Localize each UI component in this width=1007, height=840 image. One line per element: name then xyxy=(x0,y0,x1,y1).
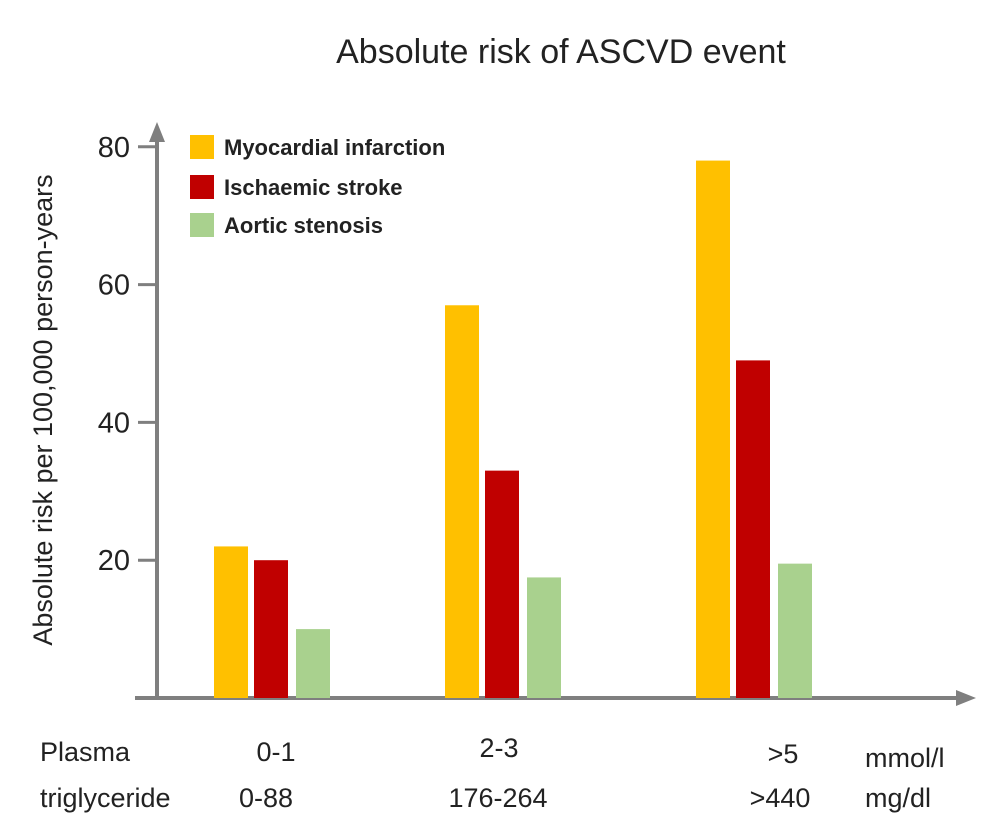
x-category-label: >5 xyxy=(768,739,799,769)
bar-myocardial-infarction-0 xyxy=(214,546,248,698)
x-category-secondary-label: 176-264 xyxy=(448,783,547,813)
y-axis-label: Absolute risk per 100,000 person-years xyxy=(28,174,58,645)
x-labels: Plasma triglyceride mmol/l mg/dl xyxy=(40,737,945,813)
bar-aortic-stenosis-1 xyxy=(527,577,561,698)
legend-aortic-stenosis-swatch xyxy=(190,213,214,237)
bar-aortic-stenosis-2 xyxy=(778,563,812,698)
y-tick-label: 60 xyxy=(98,270,130,302)
y-tick-label: 40 xyxy=(98,407,130,439)
x-unit-1: mmol/l xyxy=(865,743,945,773)
x-axis-arrow xyxy=(956,690,976,706)
legend-ischaemic-stroke-swatch xyxy=(190,175,214,199)
legend-ischaemic-stroke-label: Ischaemic stroke xyxy=(224,175,403,200)
bar-aortic-stenosis-0 xyxy=(296,629,330,698)
x-row-label-1: Plasma xyxy=(40,737,131,767)
bar-ischaemic-stroke-2 xyxy=(736,360,770,698)
bar-ischaemic-stroke-0 xyxy=(254,560,288,698)
legend-myocardial-infarction-label: Myocardial infarction xyxy=(224,135,445,160)
x-category-secondary-label: 0-88 xyxy=(239,783,293,813)
legend-myocardial-infarction-swatch xyxy=(190,135,214,159)
legend: Myocardial infarction Ischaemic stroke Aor… xyxy=(190,135,445,238)
x-category-label: 0-1 xyxy=(256,737,295,767)
legend-aortic-stenosis-label: Aortic stenosis xyxy=(224,213,383,238)
bar-myocardial-infarction-1 xyxy=(445,305,479,698)
x-category-secondary-label: >440 xyxy=(750,783,811,813)
y-tick-label: 20 xyxy=(98,545,130,577)
bars xyxy=(214,160,812,698)
x-unit-2: mg/dl xyxy=(865,783,931,813)
chart-title: Absolute risk of ASCVD event xyxy=(336,33,786,71)
x-category-label: 2-3 xyxy=(479,733,518,763)
y-tick-label: 80 xyxy=(98,132,130,164)
y-ticks: 20 40 60 80 xyxy=(98,132,157,577)
y-axis-arrow xyxy=(149,122,165,142)
x-row-label-2: triglyceride xyxy=(40,783,171,813)
x-category-labels: 0-1 0-88 2-3 176-264 >5 >440 xyxy=(239,733,810,813)
bar-ischaemic-stroke-1 xyxy=(485,470,519,698)
bar-myocardial-infarction-2 xyxy=(696,160,730,698)
